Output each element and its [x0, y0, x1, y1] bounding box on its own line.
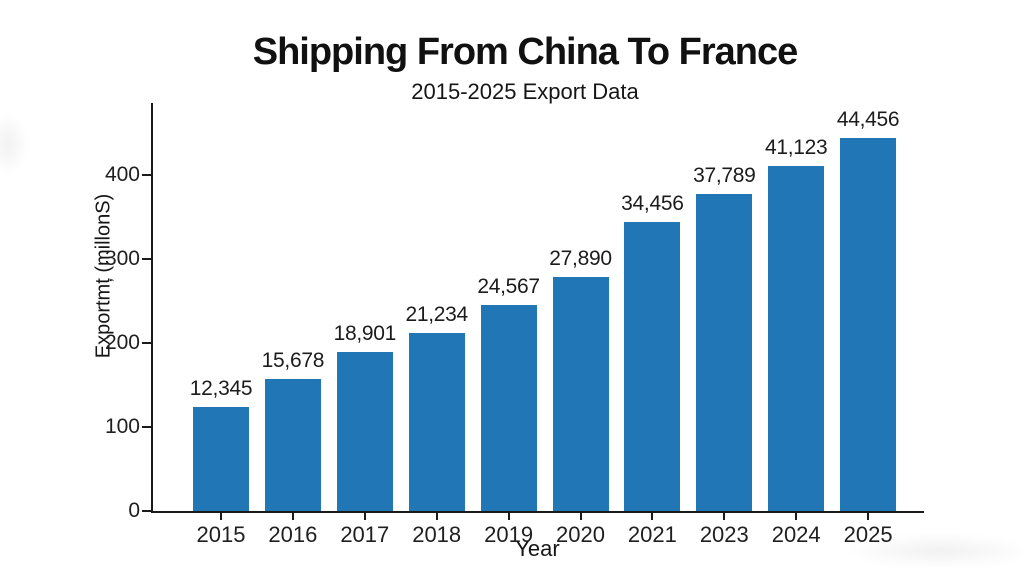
x-tick-label: 2018	[412, 522, 462, 547]
y-tick-mark	[142, 174, 151, 177]
x-tick-mark	[363, 513, 366, 520]
x-tick-label: 2021	[627, 522, 677, 547]
y-axis-spine	[151, 103, 153, 513]
x-tick-label: 2016	[268, 522, 318, 547]
chart-subtitle: 2015-2025 Export Data	[411, 79, 639, 104]
y-tick-label: 100	[104, 415, 140, 439]
bar-value-label: 21,234	[405, 302, 468, 326]
y-tick-label: 200	[104, 331, 140, 355]
x-tick-mark	[220, 513, 222, 520]
x-tick-mark	[291, 513, 294, 520]
bar-value-label: 24,567	[477, 274, 540, 298]
x-axis-label: Year	[515, 536, 560, 561]
x-tick-label: 2019	[484, 522, 534, 547]
y-tick-mark	[142, 510, 151, 512]
x-tick-label: 2020	[556, 522, 605, 547]
chart-title: Shipping From China To France	[252, 31, 799, 73]
bar-2019	[480, 304, 537, 511]
x-tick-mark	[867, 513, 870, 520]
x-tick-mark	[795, 513, 798, 520]
y-tick-label: 0	[128, 499, 140, 522]
bar-2020	[552, 276, 609, 511]
bar-value-label: 34,456	[621, 191, 684, 215]
bar-2025	[840, 137, 897, 511]
bar-value-label: 12,345	[189, 377, 253, 401]
x-tick-mark	[651, 513, 654, 520]
x-tick-label: 2024	[771, 522, 821, 547]
bar-value-label: 37,789	[693, 163, 756, 187]
x-axis-spine	[151, 511, 924, 513]
y-tick-mark	[142, 342, 151, 345]
y-tick-label: 400	[104, 163, 140, 187]
bar-value-label: 41,123	[764, 135, 828, 159]
bar-value-label: 44,456	[836, 107, 900, 131]
bar-2018	[408, 332, 465, 511]
x-tick-mark	[435, 513, 438, 520]
x-tick-label: 2025	[843, 522, 893, 547]
x-tick-label: 2017	[340, 522, 390, 547]
x-tick-mark	[723, 513, 726, 520]
bar-2016	[264, 379, 321, 511]
bar-2021	[624, 221, 681, 511]
y-tick-mark	[142, 426, 151, 429]
bar-value-label: 15,678	[261, 349, 325, 373]
bar-2015	[193, 407, 249, 511]
bar-2023	[696, 193, 753, 511]
bar-value-label: 18,901	[333, 322, 397, 346]
bar-2024	[768, 165, 825, 511]
y-tick-mark	[142, 258, 151, 261]
x-tick-label: 2023	[699, 522, 749, 547]
background-smudge	[0, 112, 28, 176]
bar-2017	[336, 352, 393, 511]
bar-value-label: 27,890	[549, 246, 612, 270]
y-tick-label: 300	[104, 247, 140, 271]
x-tick-mark	[507, 513, 510, 520]
x-tick-mark	[579, 513, 582, 520]
x-tick-label: 2015	[196, 522, 246, 547]
